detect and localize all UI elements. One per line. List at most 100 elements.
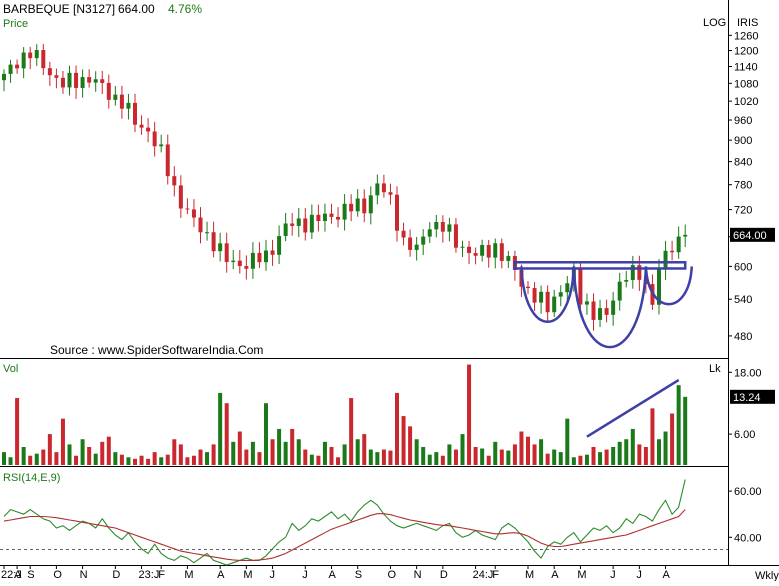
candle-body <box>539 291 544 303</box>
candle-body <box>395 194 399 231</box>
volume-bar <box>270 439 275 465</box>
candle-body <box>133 102 137 125</box>
candle-body <box>486 244 491 258</box>
last-price-tag-label: 664.00 <box>733 230 767 242</box>
volume-bar <box>100 441 105 465</box>
volume-tick-label: 18.00 <box>734 367 762 379</box>
candle-body <box>493 243 498 258</box>
candle-body <box>113 94 118 100</box>
price-candle <box>283 212 288 242</box>
volume-bar <box>670 413 675 465</box>
candle-body <box>460 246 465 248</box>
volume-bar <box>473 446 478 465</box>
volume-bar <box>598 452 603 465</box>
volume-tick-label: 6.00 <box>734 429 755 441</box>
volume-bar <box>178 444 183 465</box>
price-candle <box>388 183 393 205</box>
price-candle <box>139 115 144 135</box>
volume-bar <box>571 457 576 465</box>
volume-bar <box>355 439 360 465</box>
x-tick-label: A <box>663 569 671 581</box>
candle-body <box>670 250 675 253</box>
candle-body <box>401 230 406 238</box>
candle-body <box>290 223 295 226</box>
price-candle <box>159 134 164 153</box>
candle-body <box>257 252 262 263</box>
volume-bar <box>2 452 6 465</box>
candle-body <box>178 185 183 209</box>
volume-bar <box>539 439 544 465</box>
price-candle <box>611 291 616 326</box>
volume-bar <box>506 450 511 465</box>
volume-bar <box>47 434 52 465</box>
price-tick-label: 1140 <box>734 61 758 73</box>
candle-body <box>421 236 426 245</box>
price-candle <box>336 207 341 228</box>
price-candle <box>316 204 321 232</box>
price-candle <box>322 203 327 232</box>
volume-bar <box>558 452 563 465</box>
price-candle <box>395 186 399 242</box>
price-candle <box>526 280 530 295</box>
volume-bar <box>611 446 616 465</box>
price-candle <box>598 299 603 327</box>
candle-body <box>146 127 151 132</box>
volume-bar <box>440 455 445 465</box>
price-candle <box>375 174 380 205</box>
symbol-title: BARBEQUE [N3127] <box>3 2 115 16</box>
x-tick-label: N <box>80 569 88 581</box>
volume-bar <box>41 449 46 465</box>
panel-frames <box>0 0 779 566</box>
volume-bar <box>545 453 550 465</box>
candle-body <box>558 292 563 297</box>
price-candle <box>15 59 20 74</box>
volume-panel-label: Vol <box>3 363 18 375</box>
price-candle <box>28 46 33 70</box>
volume-bar <box>74 455 79 465</box>
volume-bar <box>198 449 203 465</box>
candle-body <box>427 229 432 237</box>
candle-body <box>578 268 583 305</box>
x-tick-label: D <box>440 569 448 581</box>
candle-body <box>368 195 373 214</box>
price-candle <box>74 65 79 99</box>
candle-body <box>381 183 386 193</box>
x-axis-unit: Wkly <box>755 570 779 581</box>
price-candle <box>440 215 445 243</box>
candle-body <box>270 250 275 255</box>
price-tick-label: 900 <box>734 135 752 147</box>
price-candle <box>198 207 203 244</box>
volume-bar <box>8 457 13 465</box>
price-candle <box>250 242 255 279</box>
price-candle <box>185 198 190 215</box>
price-tick-label: 1260 <box>734 30 758 42</box>
price-candle <box>591 293 596 331</box>
volume-bar <box>499 449 504 465</box>
price-candle <box>408 229 413 257</box>
x-tick-label: M <box>577 569 586 581</box>
volume-bar <box>643 446 648 465</box>
price-candle <box>133 93 137 133</box>
price-candle <box>178 175 183 218</box>
candle-body <box>630 265 635 280</box>
price-candle <box>434 215 439 238</box>
price-candle <box>146 118 151 143</box>
volume-bar <box>368 449 373 465</box>
volume-bar <box>218 392 223 465</box>
x-tick-label: J <box>610 569 616 581</box>
price-candle <box>54 68 59 89</box>
candle-body <box>506 256 511 261</box>
resistance-band <box>513 261 687 270</box>
volume-bar <box>591 446 596 465</box>
candle-body <box>152 131 157 147</box>
x-tick-label: 24:J <box>473 569 494 581</box>
rsi-moving-average-line <box>3 509 686 561</box>
volume-bar <box>421 446 426 465</box>
price-candle <box>257 242 262 268</box>
price-candle <box>421 229 426 256</box>
candle-body <box>336 216 341 220</box>
candle-body <box>526 286 530 289</box>
log-scale-label[interactable]: LOG <box>703 17 726 29</box>
candle-body <box>224 243 229 262</box>
